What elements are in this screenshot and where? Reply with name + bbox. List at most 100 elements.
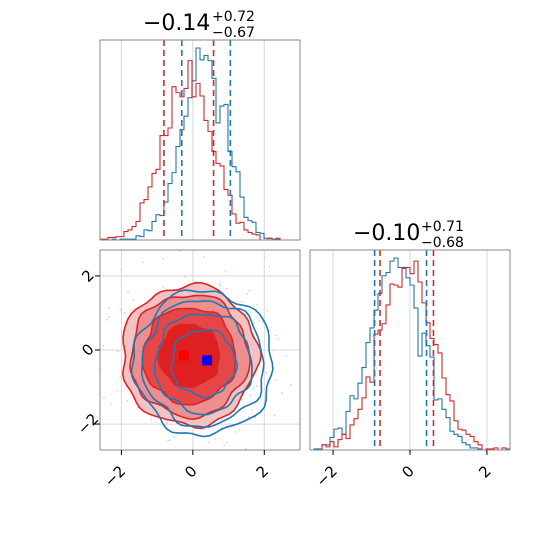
- title-top-upper: +0.72: [212, 9, 255, 25]
- scatter-point: [108, 307, 110, 309]
- scatter-point: [223, 444, 225, 446]
- scatter-point: [249, 401, 252, 403]
- contour-blue-1: [153, 313, 253, 416]
- scatter-point: [255, 385, 258, 387]
- x-tick-label: −2: [313, 462, 341, 490]
- scatter-point: [251, 409, 253, 412]
- scatter-point: [127, 291, 129, 294]
- scatter-point: [213, 438, 216, 440]
- histogram-right-series: [310, 257, 510, 450]
- y-tick-label: 0: [78, 340, 97, 359]
- marker-0: [202, 355, 213, 366]
- frame-top: [99, 39, 301, 241]
- x-tick-label: −2: [101, 462, 129, 490]
- title-right-lower: −0.68: [421, 235, 464, 251]
- scatter-point: [217, 455, 219, 457]
- scatter-point: [120, 268, 122, 271]
- histogram-series-0: [310, 257, 510, 450]
- scatter-point: [102, 344, 105, 347]
- scatter-point: [168, 439, 171, 442]
- scatter-point: [249, 394, 252, 397]
- scatter-point: [290, 383, 292, 386]
- scatter-point: [162, 285, 165, 288]
- scatter-point: [119, 308, 122, 311]
- contour-blue-0: [170, 328, 239, 399]
- scatter-point: [132, 299, 135, 301]
- scatter-point: [266, 309, 269, 312]
- scatter-point: [184, 276, 187, 278]
- scatter-point: [207, 441, 210, 444]
- scatter-point: [107, 316, 110, 319]
- x-tick-label: 0: [181, 462, 200, 481]
- scatter-point: [154, 459, 156, 461]
- scatter-point: [258, 319, 260, 322]
- histogram-series-1: [310, 260, 510, 450]
- scatter-point: [126, 399, 129, 402]
- scatter-point: [224, 270, 227, 273]
- scatter-point: [281, 392, 283, 394]
- scatter-point: [226, 441, 228, 444]
- scatter-point: [271, 349, 274, 351]
- contours: [121, 281, 274, 438]
- scatter-point: [124, 312, 126, 314]
- scatter-point: [264, 257, 266, 260]
- scatter-point: [203, 428, 206, 431]
- x-tick-label: 0: [398, 462, 417, 481]
- histogram-panel-top: −0.14 +0.72 −0.67: [99, 9, 301, 241]
- scatter-point: [203, 256, 206, 258]
- scatter-point: [277, 337, 280, 340]
- scatter-point: [248, 289, 251, 292]
- histogram-series-1: [100, 60, 300, 240]
- scatter-point: [265, 371, 268, 374]
- scatter-point: [103, 396, 105, 399]
- scatter-point: [150, 418, 153, 421]
- x-ticks-scatter: −2 0 2: [101, 450, 272, 490]
- grid-top: [120, 40, 265, 240]
- scatter-panel: −2 0 2 −2 0 2: [74, 249, 312, 490]
- scatter-point: [142, 261, 145, 264]
- scatter-point: [220, 426, 223, 429]
- title-right-upper: +0.71: [421, 219, 464, 235]
- scatter-point: [275, 334, 278, 337]
- histogram-top-series: [100, 47, 300, 240]
- scatter-point: [119, 376, 122, 378]
- scatter-point: [273, 414, 276, 417]
- quantile-lines-top: [163, 40, 232, 240]
- y-tick-label: 2: [78, 266, 97, 285]
- quantile-lines-right: [373, 250, 435, 450]
- scatter-point: [167, 440, 169, 442]
- markers: [178, 350, 213, 366]
- scatter-point: [225, 287, 228, 290]
- contour-blue-2: [141, 300, 265, 428]
- marker-1: [178, 350, 189, 361]
- scatter-point: [234, 431, 236, 433]
- scatter-point: [117, 350, 119, 353]
- scatter-point: [253, 322, 255, 324]
- scatter-point: [219, 284, 222, 287]
- scatter-point: [268, 266, 271, 268]
- histogram-panel-right: −0.10 +0.71 −0.68 −2 0 2: [309, 219, 511, 490]
- scatter-point: [305, 370, 307, 372]
- scatter-point: [218, 283, 221, 285]
- y-tick-label: −2: [74, 410, 102, 438]
- scatter-point: [254, 416, 257, 419]
- scatter-point: [110, 403, 112, 405]
- scatter-point: [238, 428, 241, 431]
- scatter-point: [106, 319, 108, 321]
- scatter-point: [256, 303, 258, 306]
- title-top-median: −0.14: [143, 11, 210, 36]
- scatter-point: [245, 448, 247, 450]
- y-ticks-scatter: −2 0 2: [74, 266, 102, 438]
- scatter-point: [310, 348, 312, 350]
- x-tick-label: 2: [475, 462, 494, 481]
- scatter-point: [162, 257, 165, 260]
- x-tick-label: 2: [253, 462, 272, 481]
- scatter-point: [261, 321, 264, 323]
- scatter-point: [166, 422, 168, 424]
- scatter-point: [240, 300, 243, 303]
- contour-blue-3: [130, 289, 274, 438]
- scatter-point: [173, 436, 176, 438]
- scatter-point: [285, 355, 288, 357]
- scatter-point: [275, 379, 278, 381]
